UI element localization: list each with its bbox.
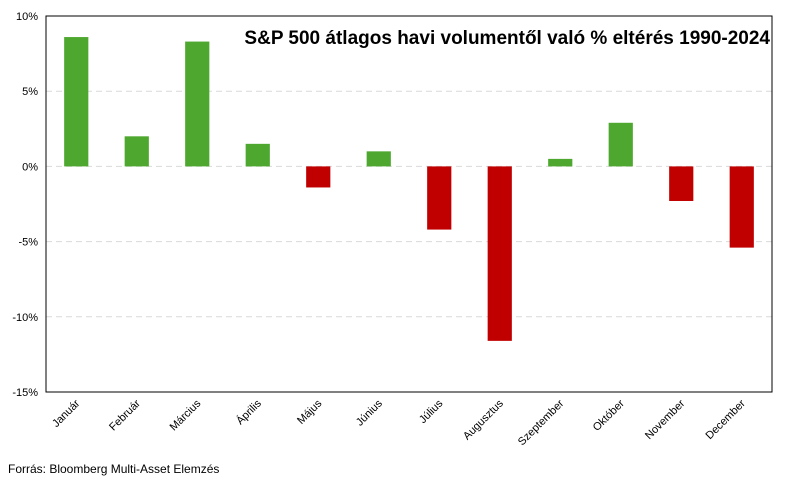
bar-március — [185, 41, 210, 167]
x-tick-label: Február — [107, 397, 143, 433]
x-tick-label: Szeptember — [516, 397, 567, 448]
x-tick-label: November — [643, 397, 688, 442]
y-tick-label: 5% — [22, 86, 38, 98]
bar-január — [64, 37, 89, 167]
x-tick-label: Január — [50, 397, 83, 430]
source-note: Forrás: Bloomberg Multi-Asset Elemzés — [8, 462, 220, 476]
x-tick-label: December — [704, 397, 749, 442]
y-tick-label: -15% — [12, 387, 38, 399]
bar-február — [124, 136, 149, 167]
x-tick-label: Június — [354, 397, 385, 428]
bar-szeptember — [548, 158, 573, 167]
bar-augusztus — [487, 166, 512, 341]
bar-december — [729, 166, 754, 248]
x-tick-label: Augusztus — [461, 397, 506, 442]
x-tick-label: Október — [591, 397, 627, 433]
bar-május — [306, 166, 331, 188]
y-tick-label: -5% — [18, 237, 38, 249]
x-tick-label: Április — [233, 397, 264, 428]
x-tick-label: Július — [417, 397, 446, 426]
y-tick-label: 0% — [22, 161, 38, 173]
x-axis-ticks: Január Február Március Április Május Június Jú… — [50, 397, 748, 448]
bar-július — [427, 166, 452, 230]
x-tick-label: Május — [295, 397, 325, 427]
gridlines — [46, 90, 772, 318]
plot-border — [45, 15, 773, 393]
x-tick-label: Március — [168, 397, 204, 433]
bar-június — [366, 151, 391, 167]
y-tick-label: 10% — [16, 11, 38, 23]
y-tick-label: -10% — [12, 312, 38, 324]
bar-április — [245, 143, 270, 167]
chart-title: S&P 500 átlagos havi volumentől való % e… — [244, 28, 770, 49]
bar-november — [669, 166, 694, 201]
bars — [64, 37, 754, 341]
bar-október — [608, 122, 633, 167]
y-axis-ticks: 10% 5% 0% -5% -10% -15% — [12, 11, 38, 399]
